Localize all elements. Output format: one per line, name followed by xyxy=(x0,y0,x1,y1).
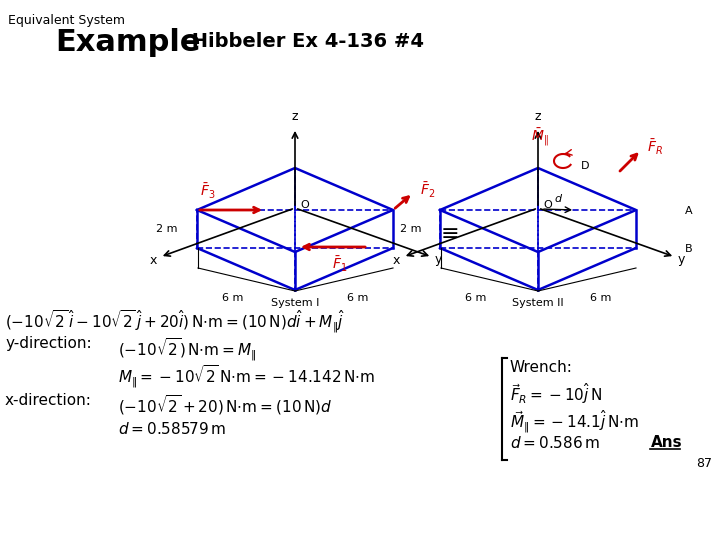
Text: z: z xyxy=(535,110,541,123)
Text: $\bar{F}_R$: $\bar{F}_R$ xyxy=(647,137,663,157)
Text: B: B xyxy=(685,244,693,254)
Text: x-direction:: x-direction: xyxy=(5,393,92,408)
Text: 87: 87 xyxy=(696,457,712,470)
Text: $M_{\|} = -10\sqrt{2}\,\mathrm{N{\cdot}m} = -14.142\,\mathrm{N{\cdot}m}$: $M_{\|} = -10\sqrt{2}\,\mathrm{N{\cdot}m… xyxy=(118,363,375,390)
Text: Ans: Ans xyxy=(651,435,683,450)
Text: O: O xyxy=(543,200,552,210)
Text: $\bar{F}_3$: $\bar{F}_3$ xyxy=(200,182,216,201)
Text: D: D xyxy=(581,161,590,171)
Text: System I: System I xyxy=(271,298,319,308)
Text: $(-10\sqrt{2}\,\hat{i} - 10\sqrt{2}\,\hat{j} + 20\hat{i})\,\mathrm{N{\cdot}m} = : $(-10\sqrt{2}\,\hat{i} - 10\sqrt{2}\,\ha… xyxy=(5,308,345,335)
Text: $\vec{M}_{\|} = -14.1\hat{j}\,\mathrm{N{\cdot}m}$: $\vec{M}_{\|} = -14.1\hat{j}\,\mathrm{N{… xyxy=(510,408,639,435)
Text: y: y xyxy=(434,253,441,267)
Text: $(-10\sqrt{2} + 20)\,\mathrm{N{\cdot}m} = (10\,\mathrm{N})d$: $(-10\sqrt{2} + 20)\,\mathrm{N{\cdot}m} … xyxy=(118,393,333,417)
Text: x: x xyxy=(392,253,400,267)
Text: 6 m: 6 m xyxy=(465,293,487,303)
Text: x: x xyxy=(149,253,157,267)
Text: Equivalent System: Equivalent System xyxy=(8,14,125,27)
Text: 6 m: 6 m xyxy=(222,293,243,303)
Text: 6 m: 6 m xyxy=(590,293,612,303)
Text: Wrench:: Wrench: xyxy=(510,360,573,375)
Text: $d = 0.58579\,\mathrm{m}$: $d = 0.58579\,\mathrm{m}$ xyxy=(118,421,226,437)
Text: O: O xyxy=(300,200,309,210)
Text: $\vec{F}_R = -10\hat{j}\,\mathrm{N}$: $\vec{F}_R = -10\hat{j}\,\mathrm{N}$ xyxy=(510,381,602,406)
Text: 6 m: 6 m xyxy=(347,293,369,303)
Text: y: y xyxy=(678,253,685,267)
Text: A: A xyxy=(685,206,693,216)
Text: d: d xyxy=(554,194,562,204)
Text: $d = 0.586\,\mathrm{m}$: $d = 0.586\,\mathrm{m}$ xyxy=(510,435,600,451)
Text: $\bar{F}_2$: $\bar{F}_2$ xyxy=(420,180,436,200)
Text: $\bar{M}_{\|}$: $\bar{M}_{\|}$ xyxy=(531,126,549,148)
Text: z: z xyxy=(292,110,298,123)
Text: Hibbeler Ex 4-136 #4: Hibbeler Ex 4-136 #4 xyxy=(185,32,424,51)
Text: Example: Example xyxy=(55,28,200,57)
Text: $(-10\sqrt{2})\,\mathrm{N{\cdot}m} = M_{\|}$: $(-10\sqrt{2})\,\mathrm{N{\cdot}m} = M_{… xyxy=(118,336,256,363)
Text: 2 m: 2 m xyxy=(156,224,178,234)
Text: $\bar{F}_1$: $\bar{F}_1$ xyxy=(333,255,348,274)
Text: y-direction:: y-direction: xyxy=(5,336,91,351)
Text: System II: System II xyxy=(512,298,564,308)
Text: $\equiv$: $\equiv$ xyxy=(436,222,459,242)
Text: 2 m: 2 m xyxy=(400,224,421,234)
